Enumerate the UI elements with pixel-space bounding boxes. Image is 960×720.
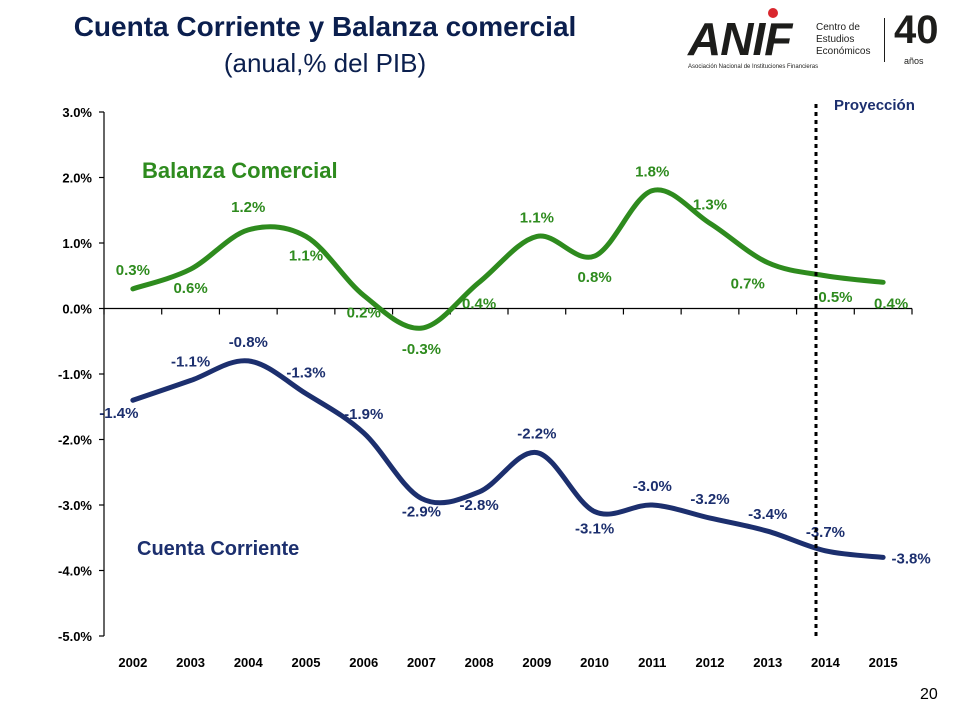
x-tick-label: 2005 — [292, 655, 321, 670]
cuenta-data-label: -2.2% — [517, 426, 556, 443]
balanza-data-label: 0.6% — [173, 280, 207, 297]
x-tick-label: 2003 — [176, 655, 205, 670]
x-tick-label: 2013 — [753, 655, 782, 670]
logo-center-line3: Económicos — [816, 46, 871, 57]
chart-subtitle: (anual,% del PIB) — [223, 48, 427, 78]
cuenta-data-label: -3.8% — [892, 550, 931, 567]
x-tick-label: 2008 — [465, 655, 494, 670]
x-tick-label: 2012 — [696, 655, 725, 670]
y-tick-label: -3.0% — [58, 498, 92, 513]
projection-label: Proyección — [834, 97, 915, 114]
y-tick-label: 1.0% — [62, 236, 92, 251]
cuenta-data-label: -0.8% — [229, 334, 268, 351]
x-tick-label: 2004 — [234, 655, 264, 670]
balanza-data-label: 0.4% — [462, 295, 496, 312]
cuenta-data-label: -3.1% — [575, 521, 614, 538]
x-tick-label: 2014 — [811, 655, 841, 670]
balanza-data-label: 0.5% — [818, 289, 852, 306]
logo-anniversary-unit: años — [904, 56, 924, 66]
chart-title: Cuenta Corriente y Balanza comercial — [73, 11, 577, 42]
balanza-data-label: 0.4% — [874, 295, 908, 312]
logo-tagline: Asociación Nacional de Instituciones Fin… — [688, 64, 819, 70]
y-tick-label: 2.0% — [62, 171, 92, 186]
page-number: 20 — [920, 686, 938, 703]
series-name-cuenta: Cuenta Corriente — [137, 538, 299, 560]
cuenta-data-label: -1.9% — [344, 406, 383, 423]
y-tick-label: -5.0% — [58, 629, 92, 644]
logo-center-line2: Estudios — [816, 34, 855, 45]
y-tick-label: -1.0% — [58, 367, 92, 382]
balanza-data-label: 0.2% — [347, 304, 381, 321]
balanza-data-label: 1.2% — [231, 199, 265, 216]
x-tick-label: 2010 — [580, 655, 609, 670]
balanza-data-label: 1.3% — [693, 196, 727, 213]
balanza-data-label: -0.3% — [402, 341, 441, 358]
cuenta-data-label: -2.8% — [460, 497, 499, 514]
chart-axes: 3.0% 2.0% 1.0% 0.0% -1.0% -2.0% -3.0% -4.0% -5.0… — [58, 105, 913, 670]
balanza-data-label: 1.1% — [289, 247, 323, 264]
chart-series-lines — [130, 187, 886, 560]
cuenta-data-label: -1.3% — [286, 365, 325, 382]
x-tick-label: 2015 — [869, 655, 898, 670]
logo-brand: ANIF — [688, 13, 792, 65]
balanza-data-label: 1.1% — [520, 209, 554, 226]
series-line-cuenta — [130, 358, 886, 560]
y-tick-label: 0.0% — [62, 302, 92, 317]
cuenta-data-label: -1.1% — [171, 354, 210, 371]
logo-divider — [884, 18, 885, 62]
x-tick-label: 2011 — [638, 655, 666, 670]
cuenta-data-label: -2.9% — [402, 503, 441, 520]
y-tick-label: 3.0% — [62, 105, 92, 120]
balanza-data-label: 0.8% — [577, 269, 611, 286]
logo-dot-icon — [768, 8, 778, 18]
cuenta-data-label: -3.2% — [690, 491, 729, 508]
x-tick-label: 2009 — [522, 655, 551, 670]
y-tick-label: -4.0% — [58, 564, 92, 579]
balanza-data-label: 0.7% — [731, 276, 765, 293]
y-tick-label: -2.0% — [58, 433, 92, 448]
logo-anniversary: 40 — [894, 8, 939, 52]
cuenta-data-label: -3.0% — [633, 478, 672, 495]
x-tick-label: 2002 — [118, 655, 147, 670]
chart-data-labels: 0.3% 0.6% 1.2% 1.1% 0.2% -0.3% 0.4% 1.1% 0.8% 1.8… — [99, 164, 930, 568]
cuenta-data-label: -1.4% — [99, 405, 138, 422]
x-tick-label: 2007 — [407, 655, 436, 670]
series-line-balanza — [130, 187, 886, 331]
logo-center-line1: Centro de — [816, 22, 860, 33]
x-tick-label: 2006 — [349, 655, 378, 670]
cuenta-data-label: -3.7% — [806, 524, 845, 541]
anif-logo: ANIF Asociación Nacional de Institucione… — [688, 4, 950, 74]
series-name-balanza: Balanza Comercial — [142, 158, 338, 183]
cuenta-data-label: -3.4% — [748, 506, 787, 523]
logo-center-name: Centro de Estudios Económicos — [816, 22, 870, 58]
balanza-data-label: 1.8% — [635, 164, 669, 181]
balanza-data-label: 0.3% — [116, 262, 150, 279]
chart-title-block: Cuenta Corriente y Balanza comercial (an… — [20, 10, 630, 80]
